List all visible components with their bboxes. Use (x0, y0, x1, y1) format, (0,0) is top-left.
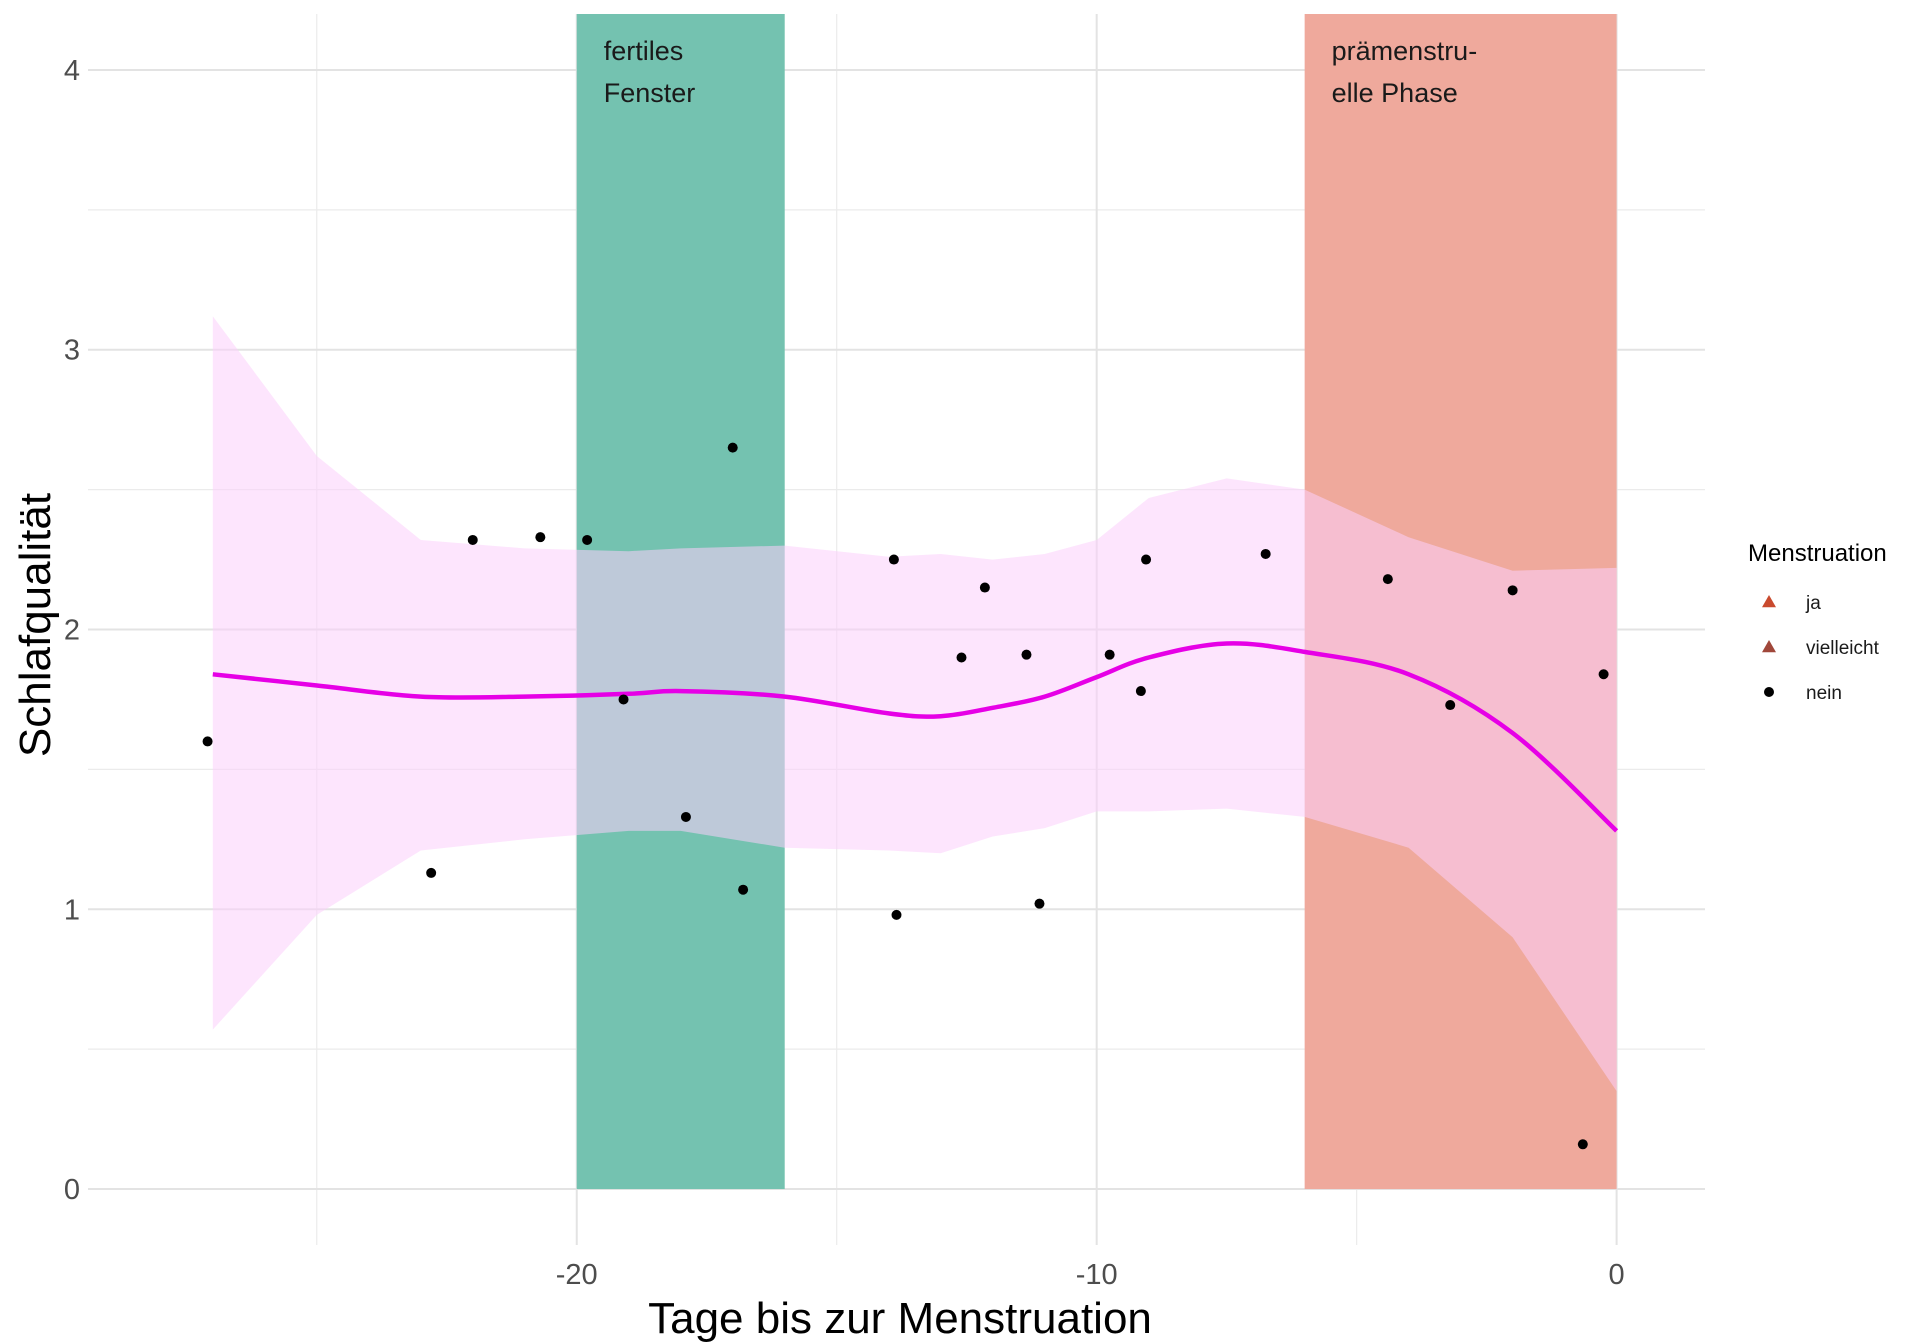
data-point (426, 867, 437, 878)
x-tick-label: -10 (1076, 1259, 1118, 1291)
data-point (727, 442, 738, 453)
band-label-line: elle Phase (1332, 78, 1458, 108)
x-axis-ticks: -20 -10 0 (556, 1259, 1625, 1291)
legend-items: ja vielleicht nein (1762, 593, 1880, 704)
legend-key-triangle (1762, 640, 1776, 653)
data-points (202, 442, 1609, 1150)
y-tick-label: 3 (64, 335, 80, 367)
ribbon-area (212, 316, 1617, 1092)
data-point (956, 652, 967, 663)
data-point (1577, 1139, 1588, 1150)
data-point (1021, 649, 1032, 660)
data-point (618, 694, 629, 705)
x-tick-label: -20 (556, 1259, 598, 1291)
legend-title: Menstruation (1748, 540, 1887, 567)
data-point (1104, 649, 1115, 660)
band-label-1: prämenstru-elle Phase (1332, 36, 1478, 108)
data-point (1382, 574, 1393, 585)
y-tick-label: 0 (64, 1174, 80, 1206)
data-point (1141, 554, 1152, 565)
data-point (1135, 686, 1146, 697)
band-label-line: fertiles (604, 36, 684, 66)
data-point (1507, 585, 1518, 596)
data-point (467, 534, 478, 545)
legend: Menstruation ja vielleicht nein (1748, 540, 1887, 704)
data-point (582, 534, 593, 545)
y-tick-label: 4 (64, 55, 80, 87)
legend-key-circle (1764, 687, 1774, 697)
data-point (680, 811, 691, 822)
data-point (535, 532, 546, 543)
data-point (1260, 548, 1271, 559)
y-axis-title: Schlafqualität (11, 493, 60, 757)
band-label-0: fertiles Fenster (604, 36, 696, 108)
y-axis-ticks: 0 1 2 3 4 (64, 55, 80, 1206)
smooth-line (212, 641, 1619, 833)
legend-label: nein (1806, 683, 1842, 704)
data-point (979, 582, 990, 593)
y-tick-label: 2 (64, 615, 80, 647)
data-point (202, 736, 213, 747)
confidence-ribbon (212, 316, 1617, 1092)
data-point (888, 554, 899, 565)
band-label-line: prämenstru- (1332, 36, 1478, 66)
data-point (891, 909, 902, 920)
x-tick-label: 0 (1609, 1259, 1625, 1291)
band-label-line: Fenster (604, 78, 696, 108)
legend-label: vielleicht (1806, 638, 1880, 659)
data-point (1445, 700, 1456, 711)
y-tick-label: 1 (64, 894, 80, 926)
legend-label: ja (1805, 593, 1821, 614)
data-point (1034, 898, 1045, 909)
data-point (1598, 669, 1609, 680)
data-point (738, 884, 749, 895)
smooth-curve (212, 641, 1619, 833)
band-labels: fertiles Fenster prämenstru-elle Phase (604, 36, 1477, 108)
legend-key-triangle (1762, 595, 1776, 608)
x-axis-title: Tage bis zur Menstruation (648, 1294, 1152, 1343)
